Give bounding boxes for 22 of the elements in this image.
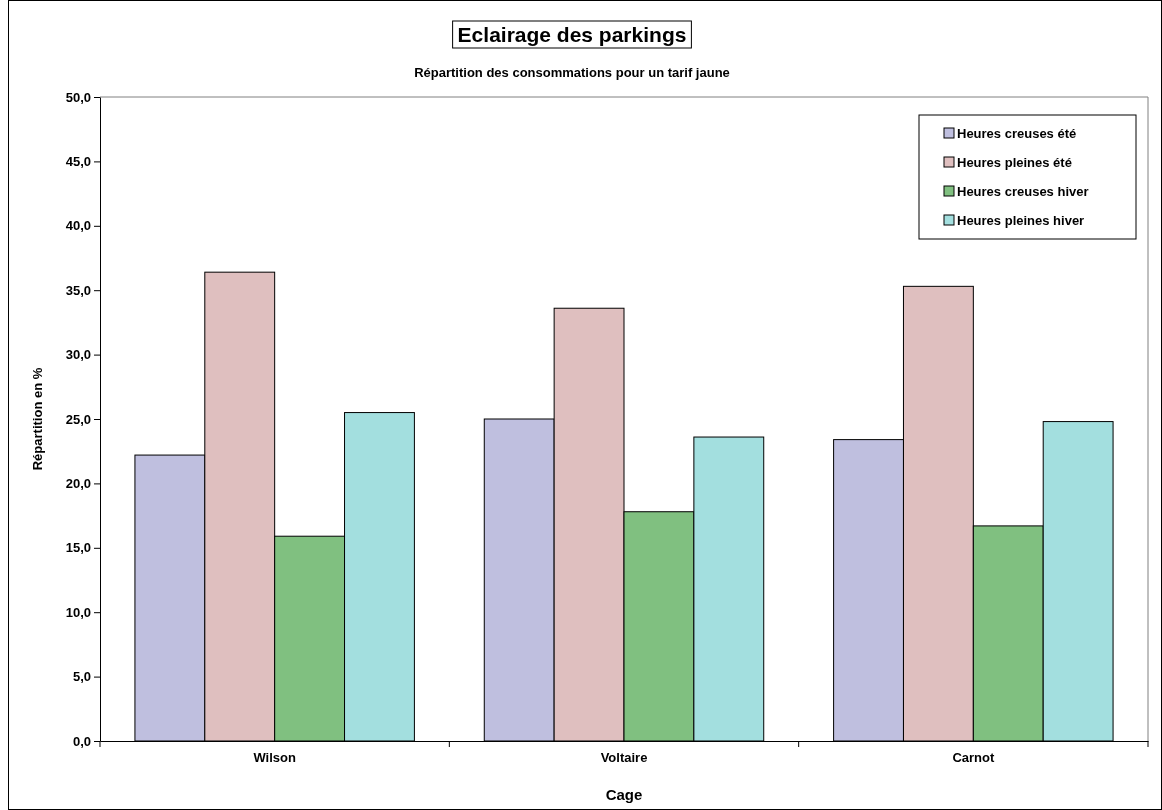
x-tick-label: Carnot: [952, 750, 995, 766]
y-tick-label: 50,0: [65, 89, 91, 105]
legend-label: Heures pleines hiver: [957, 213, 1085, 228]
y-tick-label: 35,0: [65, 282, 91, 298]
y-tick-label: 45,0: [65, 154, 91, 170]
y-tick-label: 25,0: [65, 411, 91, 427]
legend-label: Heures creuses hiver: [957, 184, 1089, 199]
y-axis-title: Répartition en %: [30, 367, 45, 471]
chart-title: Eclairage des parkings: [457, 23, 687, 46]
y-tick-label: 30,0: [65, 347, 91, 363]
y-tick-label: 20,0: [65, 476, 91, 492]
y-tick-label: 5,0: [72, 669, 91, 685]
chart-subtitle: Répartition des consommations pour un tarif jaune: [414, 65, 730, 80]
x-tick-label: Wilson: [253, 750, 296, 766]
y-tick-label: 10,0: [65, 604, 91, 620]
x-axis-title: Cage: [605, 786, 643, 803]
y-tick-label: 15,0: [65, 540, 91, 556]
x-tick-label: Voltaire: [600, 750, 648, 766]
legend-label: Heures pleines été: [957, 155, 1072, 170]
y-tick-label: 0,0: [72, 733, 91, 749]
legend-label: Heures creuses été: [957, 126, 1077, 141]
y-tick-label: 40,0: [65, 218, 91, 234]
